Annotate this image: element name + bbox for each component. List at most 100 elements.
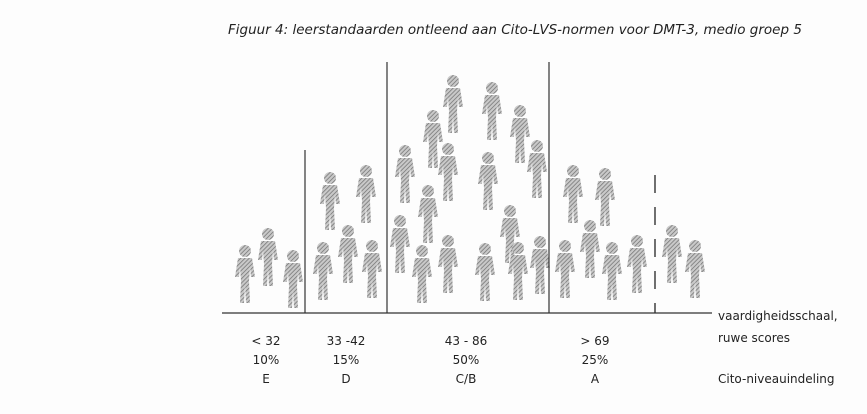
level-label: A xyxy=(591,372,600,386)
person-body xyxy=(527,153,547,198)
person-head xyxy=(366,240,378,252)
person-body xyxy=(510,118,530,163)
person-head xyxy=(442,143,454,155)
person-body xyxy=(283,263,303,308)
person xyxy=(500,205,520,263)
person-body xyxy=(418,198,438,243)
person xyxy=(338,225,358,283)
person-body xyxy=(580,233,600,278)
level-label: E xyxy=(262,372,270,386)
side-label: ruwe scores xyxy=(718,331,790,345)
person xyxy=(313,242,333,300)
person xyxy=(475,243,495,301)
person xyxy=(390,215,410,273)
person-body xyxy=(685,253,705,298)
person-head xyxy=(606,242,618,254)
person-head xyxy=(416,245,428,257)
person xyxy=(395,145,415,203)
person xyxy=(527,140,547,198)
person-head xyxy=(262,228,274,240)
range-label: < 32 xyxy=(251,334,280,348)
person-head xyxy=(559,240,571,252)
range-label: 43 - 86 xyxy=(445,334,488,348)
person xyxy=(418,185,438,243)
person xyxy=(283,250,303,308)
person-head xyxy=(360,165,372,177)
person-head xyxy=(317,242,329,254)
person-body xyxy=(508,255,528,300)
range-label: 33 -42 xyxy=(327,334,366,348)
person xyxy=(595,168,615,226)
person-body xyxy=(235,258,255,303)
person xyxy=(580,220,600,278)
person-head xyxy=(584,220,596,232)
page: Figuur 4: leerstandaarden ontleend aan C… xyxy=(0,0,867,414)
person xyxy=(685,240,705,298)
person-body xyxy=(356,178,376,223)
person-body xyxy=(602,255,622,300)
person xyxy=(356,165,376,223)
side-label: Cito-niveauindeling xyxy=(718,372,835,386)
person-body xyxy=(313,255,333,300)
person-head xyxy=(689,240,701,252)
person-head xyxy=(447,75,459,87)
range-label: > 69 xyxy=(580,334,609,348)
person-body xyxy=(390,228,410,273)
person-body xyxy=(595,181,615,226)
person-body xyxy=(627,248,647,293)
person-head xyxy=(287,250,299,262)
person xyxy=(438,235,458,293)
person-head xyxy=(479,243,491,255)
person-body xyxy=(438,248,458,293)
person xyxy=(438,143,458,201)
person-body xyxy=(362,253,382,298)
percent-label: 10% xyxy=(253,353,280,367)
person-body xyxy=(555,253,575,298)
person-head xyxy=(427,110,439,122)
person xyxy=(627,235,647,293)
person-head xyxy=(486,82,498,94)
person-body xyxy=(662,238,682,283)
side-label: vaardigheidsschaal, xyxy=(718,309,838,323)
person-head xyxy=(567,165,579,177)
person-head xyxy=(504,205,516,217)
person-head xyxy=(666,225,678,237)
person-body xyxy=(338,238,358,283)
person-body xyxy=(412,258,432,303)
level-label: C/B xyxy=(456,372,477,386)
person-head xyxy=(399,145,411,157)
person xyxy=(530,236,550,294)
person xyxy=(602,242,622,300)
level-label: D xyxy=(341,372,350,386)
person xyxy=(478,152,498,210)
person-head xyxy=(442,235,454,247)
person-body xyxy=(530,249,550,294)
person xyxy=(443,75,463,133)
person xyxy=(412,245,432,303)
person-head xyxy=(534,236,546,248)
figure-title: Figuur 4: leerstandaarden ontleend aan C… xyxy=(228,22,802,38)
person-head xyxy=(342,225,354,237)
percent-label: 15% xyxy=(333,353,360,367)
person-head xyxy=(324,172,336,184)
person-body xyxy=(443,88,463,133)
person-head xyxy=(514,105,526,117)
person-body xyxy=(438,156,458,201)
person-body xyxy=(478,165,498,210)
percent-label: 25% xyxy=(582,353,609,367)
person-head xyxy=(599,168,611,180)
person-body xyxy=(563,178,583,223)
person-head xyxy=(394,215,406,227)
person-body xyxy=(320,185,340,230)
person xyxy=(662,225,682,283)
person-body xyxy=(475,256,495,301)
person-body xyxy=(423,123,443,168)
person xyxy=(555,240,575,298)
person xyxy=(258,228,278,286)
person-body xyxy=(482,95,502,140)
person-body xyxy=(258,241,278,286)
person xyxy=(235,245,255,303)
person xyxy=(320,172,340,230)
person xyxy=(362,240,382,298)
